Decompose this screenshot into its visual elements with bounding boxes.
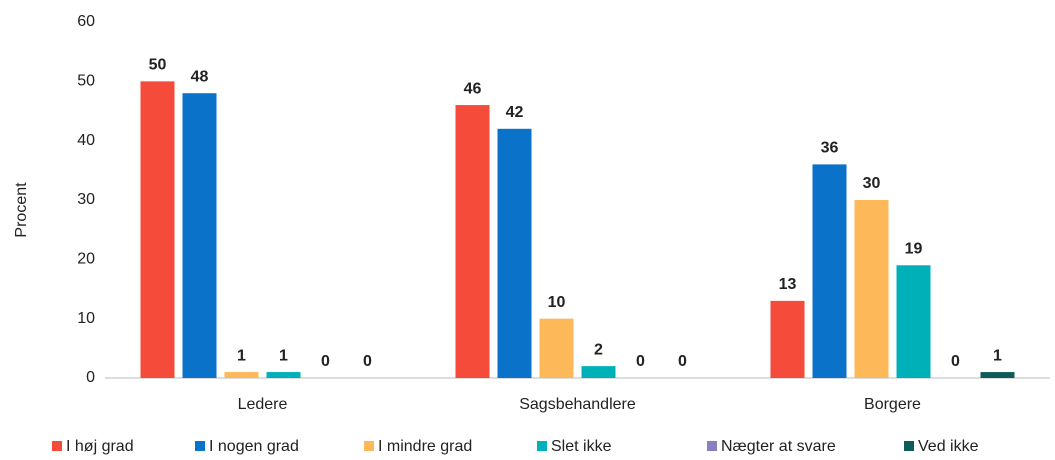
value-label: 0 (636, 353, 645, 370)
legend-swatch (537, 441, 547, 451)
y-tick-label: 20 (77, 251, 95, 268)
legend-swatch (904, 441, 914, 451)
x-tick-label: Sagsbehandlere (519, 396, 636, 413)
value-label: 2 (594, 341, 603, 358)
legend-swatch (195, 441, 205, 451)
y-tick-label: 30 (77, 191, 95, 208)
x-tick-label: Borgere (864, 396, 921, 413)
value-label: 0 (951, 353, 960, 370)
y-tick-label: 50 (77, 73, 95, 90)
x-tick-label: Ledere (238, 396, 288, 413)
y-tick-label: 60 (77, 13, 95, 30)
value-label: 10 (548, 294, 566, 311)
bar (224, 372, 259, 378)
legend-swatch (364, 441, 374, 451)
value-label: 48 (191, 68, 209, 85)
bar (854, 200, 889, 378)
y-axis-label: Procent (13, 182, 30, 238)
bar (266, 372, 301, 378)
value-label: 0 (321, 353, 330, 370)
bar (812, 164, 847, 378)
bar (980, 372, 1015, 378)
value-label: 46 (464, 80, 482, 97)
legend-label: Ved ikke (918, 438, 979, 455)
legend-label: Slet ikke (551, 438, 612, 455)
bar (455, 105, 490, 379)
bar (539, 318, 574, 378)
y-tick-label: 0 (86, 369, 95, 386)
bar (896, 265, 931, 378)
value-label: 1 (279, 347, 288, 364)
legend-label: I høj grad (66, 438, 134, 455)
value-label: 0 (363, 353, 372, 370)
value-label: 19 (905, 240, 923, 257)
y-tick-label: 40 (77, 132, 95, 149)
value-label: 50 (149, 57, 167, 74)
value-label: 13 (779, 276, 797, 293)
value-label: 1 (237, 347, 246, 364)
legend-swatch (707, 441, 717, 451)
legend-label: Nægter at svare (721, 438, 836, 455)
value-label: 0 (678, 353, 687, 370)
bar (581, 366, 616, 378)
legend-label: I nogen grad (209, 438, 299, 455)
value-label: 1 (993, 347, 1002, 364)
value-label: 42 (506, 104, 524, 121)
value-label: 30 (863, 175, 881, 192)
legend-label: I mindre grad (378, 438, 472, 455)
bar (140, 81, 175, 378)
bar (497, 128, 532, 378)
y-tick-label: 10 (77, 310, 95, 327)
bar (770, 300, 805, 378)
bar (182, 93, 217, 378)
value-label: 36 (821, 140, 839, 157)
legend-swatch (52, 441, 62, 451)
